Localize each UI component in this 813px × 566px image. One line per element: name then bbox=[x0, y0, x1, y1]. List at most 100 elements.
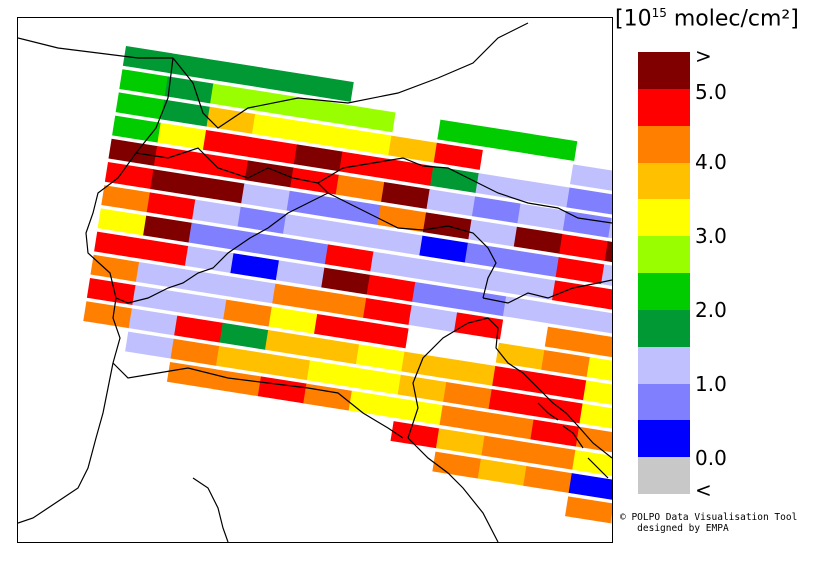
swath-pixel[interactable] bbox=[488, 389, 538, 417]
swath-pixel[interactable] bbox=[192, 199, 242, 227]
swath-pixel[interactable] bbox=[139, 238, 189, 266]
swath-pixel[interactable] bbox=[408, 305, 458, 333]
swath-pixel[interactable] bbox=[426, 189, 476, 217]
swath-pixel[interactable] bbox=[146, 192, 196, 220]
swath-pixel[interactable] bbox=[415, 258, 465, 286]
swath-pixel[interactable] bbox=[132, 285, 182, 313]
swath-pixel[interactable] bbox=[355, 344, 406, 372]
swath-pixel[interactable] bbox=[401, 351, 451, 379]
swath-pixel[interactable] bbox=[301, 97, 351, 126]
swath-pixel[interactable] bbox=[188, 222, 238, 250]
swath-pixel[interactable] bbox=[544, 326, 594, 354]
swath-pixel[interactable] bbox=[464, 242, 514, 270]
swath-pixel[interactable] bbox=[321, 267, 371, 295]
swath-pixel[interactable] bbox=[104, 162, 155, 190]
swath-pixel[interactable] bbox=[439, 405, 489, 433]
swath-pixel[interactable] bbox=[215, 345, 266, 374]
swath-pixel[interactable] bbox=[359, 321, 409, 349]
swath-pixel[interactable] bbox=[548, 303, 598, 331]
swath-pixel[interactable] bbox=[484, 412, 535, 440]
swath-pixel[interactable] bbox=[164, 76, 214, 104]
swath-pixel[interactable] bbox=[562, 210, 612, 238]
swath-pixel[interactable] bbox=[502, 296, 553, 324]
swath-pixel[interactable] bbox=[528, 133, 578, 162]
swath-pixel[interactable] bbox=[384, 158, 434, 186]
swath-pixel[interactable] bbox=[373, 228, 424, 256]
swath-pixel[interactable] bbox=[363, 297, 413, 326]
swath-pixel[interactable] bbox=[161, 99, 211, 127]
swath-pixel[interactable] bbox=[265, 329, 315, 358]
swath-pixel[interactable] bbox=[432, 451, 482, 479]
swath-pixel[interactable] bbox=[520, 180, 571, 208]
swath-pixel[interactable] bbox=[108, 138, 158, 166]
swath-pixel[interactable] bbox=[135, 261, 186, 290]
swath-pixel[interactable] bbox=[461, 265, 511, 294]
swath-pixel[interactable] bbox=[530, 419, 580, 447]
swath-pixel[interactable] bbox=[537, 373, 587, 401]
swath-pixel[interactable] bbox=[435, 428, 486, 456]
swath-pixel[interactable] bbox=[293, 144, 343, 172]
map-canvas[interactable] bbox=[18, 18, 612, 542]
swath-pixel[interactable] bbox=[97, 208, 147, 236]
swath-pixel[interactable] bbox=[443, 381, 493, 410]
swath-pixel[interactable] bbox=[314, 313, 364, 342]
swath-pixel[interactable] bbox=[430, 165, 480, 194]
swath-pixel[interactable] bbox=[377, 205, 427, 233]
swath-pixel[interactable] bbox=[304, 74, 354, 102]
swath-pixel[interactable] bbox=[482, 126, 532, 154]
swath-pixel[interactable] bbox=[568, 473, 612, 501]
swath-pixel[interactable] bbox=[128, 308, 178, 336]
swath-pixel[interactable] bbox=[593, 310, 612, 338]
swath-pixel[interactable] bbox=[366, 274, 416, 302]
swath-pixel[interactable] bbox=[390, 421, 440, 449]
swath-pixel[interactable] bbox=[170, 338, 220, 366]
swath-pixel[interactable] bbox=[419, 235, 469, 263]
swath-pixel[interactable] bbox=[119, 69, 169, 97]
swath-pixel[interactable] bbox=[168, 53, 218, 81]
swath-pixel[interactable] bbox=[177, 292, 227, 320]
swath-pixel[interactable] bbox=[233, 229, 284, 258]
swath-pixel[interactable] bbox=[552, 280, 602, 308]
swath-pixel[interactable] bbox=[251, 113, 302, 142]
swath-pixel[interactable] bbox=[381, 181, 431, 210]
swath-pixel[interactable] bbox=[335, 174, 385, 202]
swath-pixel[interactable] bbox=[279, 237, 329, 265]
swath-pixel[interactable] bbox=[471, 196, 522, 224]
swath-pixel[interactable] bbox=[83, 301, 133, 329]
swath-pixel[interactable] bbox=[181, 269, 231, 297]
swath-pixel[interactable] bbox=[268, 306, 318, 334]
swath-pixel[interactable] bbox=[206, 106, 256, 134]
swath-pixel[interactable] bbox=[517, 203, 567, 231]
swath-pixel[interactable] bbox=[213, 60, 263, 88]
swath-pixel[interactable] bbox=[219, 322, 269, 350]
swath-pixel[interactable] bbox=[286, 190, 336, 218]
swath-pixel[interactable] bbox=[241, 183, 291, 211]
swath-pixel[interactable] bbox=[94, 231, 144, 259]
swath-pixel[interactable] bbox=[523, 465, 573, 494]
swath-pixel[interactable] bbox=[223, 299, 273, 327]
swath-pixel[interactable] bbox=[565, 496, 612, 524]
swath-pixel[interactable] bbox=[437, 119, 487, 147]
swath-pixel[interactable] bbox=[506, 273, 556, 301]
swath-pixel[interactable] bbox=[248, 137, 298, 165]
swath-pixel[interactable] bbox=[230, 253, 280, 281]
swath-pixel[interactable] bbox=[477, 458, 527, 486]
swath-pixel[interactable] bbox=[101, 185, 151, 213]
swath-pixel[interactable] bbox=[541, 349, 591, 378]
swath-pixel[interactable] bbox=[453, 312, 504, 340]
swath-pixel[interactable] bbox=[433, 142, 483, 170]
swath-pixel[interactable] bbox=[244, 160, 294, 188]
swath-pixel[interactable] bbox=[586, 357, 612, 385]
swath-pixel[interactable] bbox=[306, 360, 356, 388]
swath-pixel[interactable] bbox=[570, 164, 612, 192]
swath-pixel[interactable] bbox=[290, 167, 340, 195]
swath-pixel[interactable] bbox=[317, 290, 367, 318]
swath-pixel[interactable] bbox=[310, 337, 360, 365]
swath-pixel[interactable] bbox=[572, 449, 612, 477]
swath-pixel[interactable] bbox=[184, 245, 235, 274]
swath-pixel[interactable] bbox=[324, 244, 374, 272]
swath-pixel[interactable] bbox=[397, 374, 447, 402]
swath-pixel[interactable] bbox=[597, 287, 612, 315]
swath-pixel[interactable] bbox=[555, 257, 605, 285]
swath-pixel[interactable] bbox=[86, 278, 137, 306]
